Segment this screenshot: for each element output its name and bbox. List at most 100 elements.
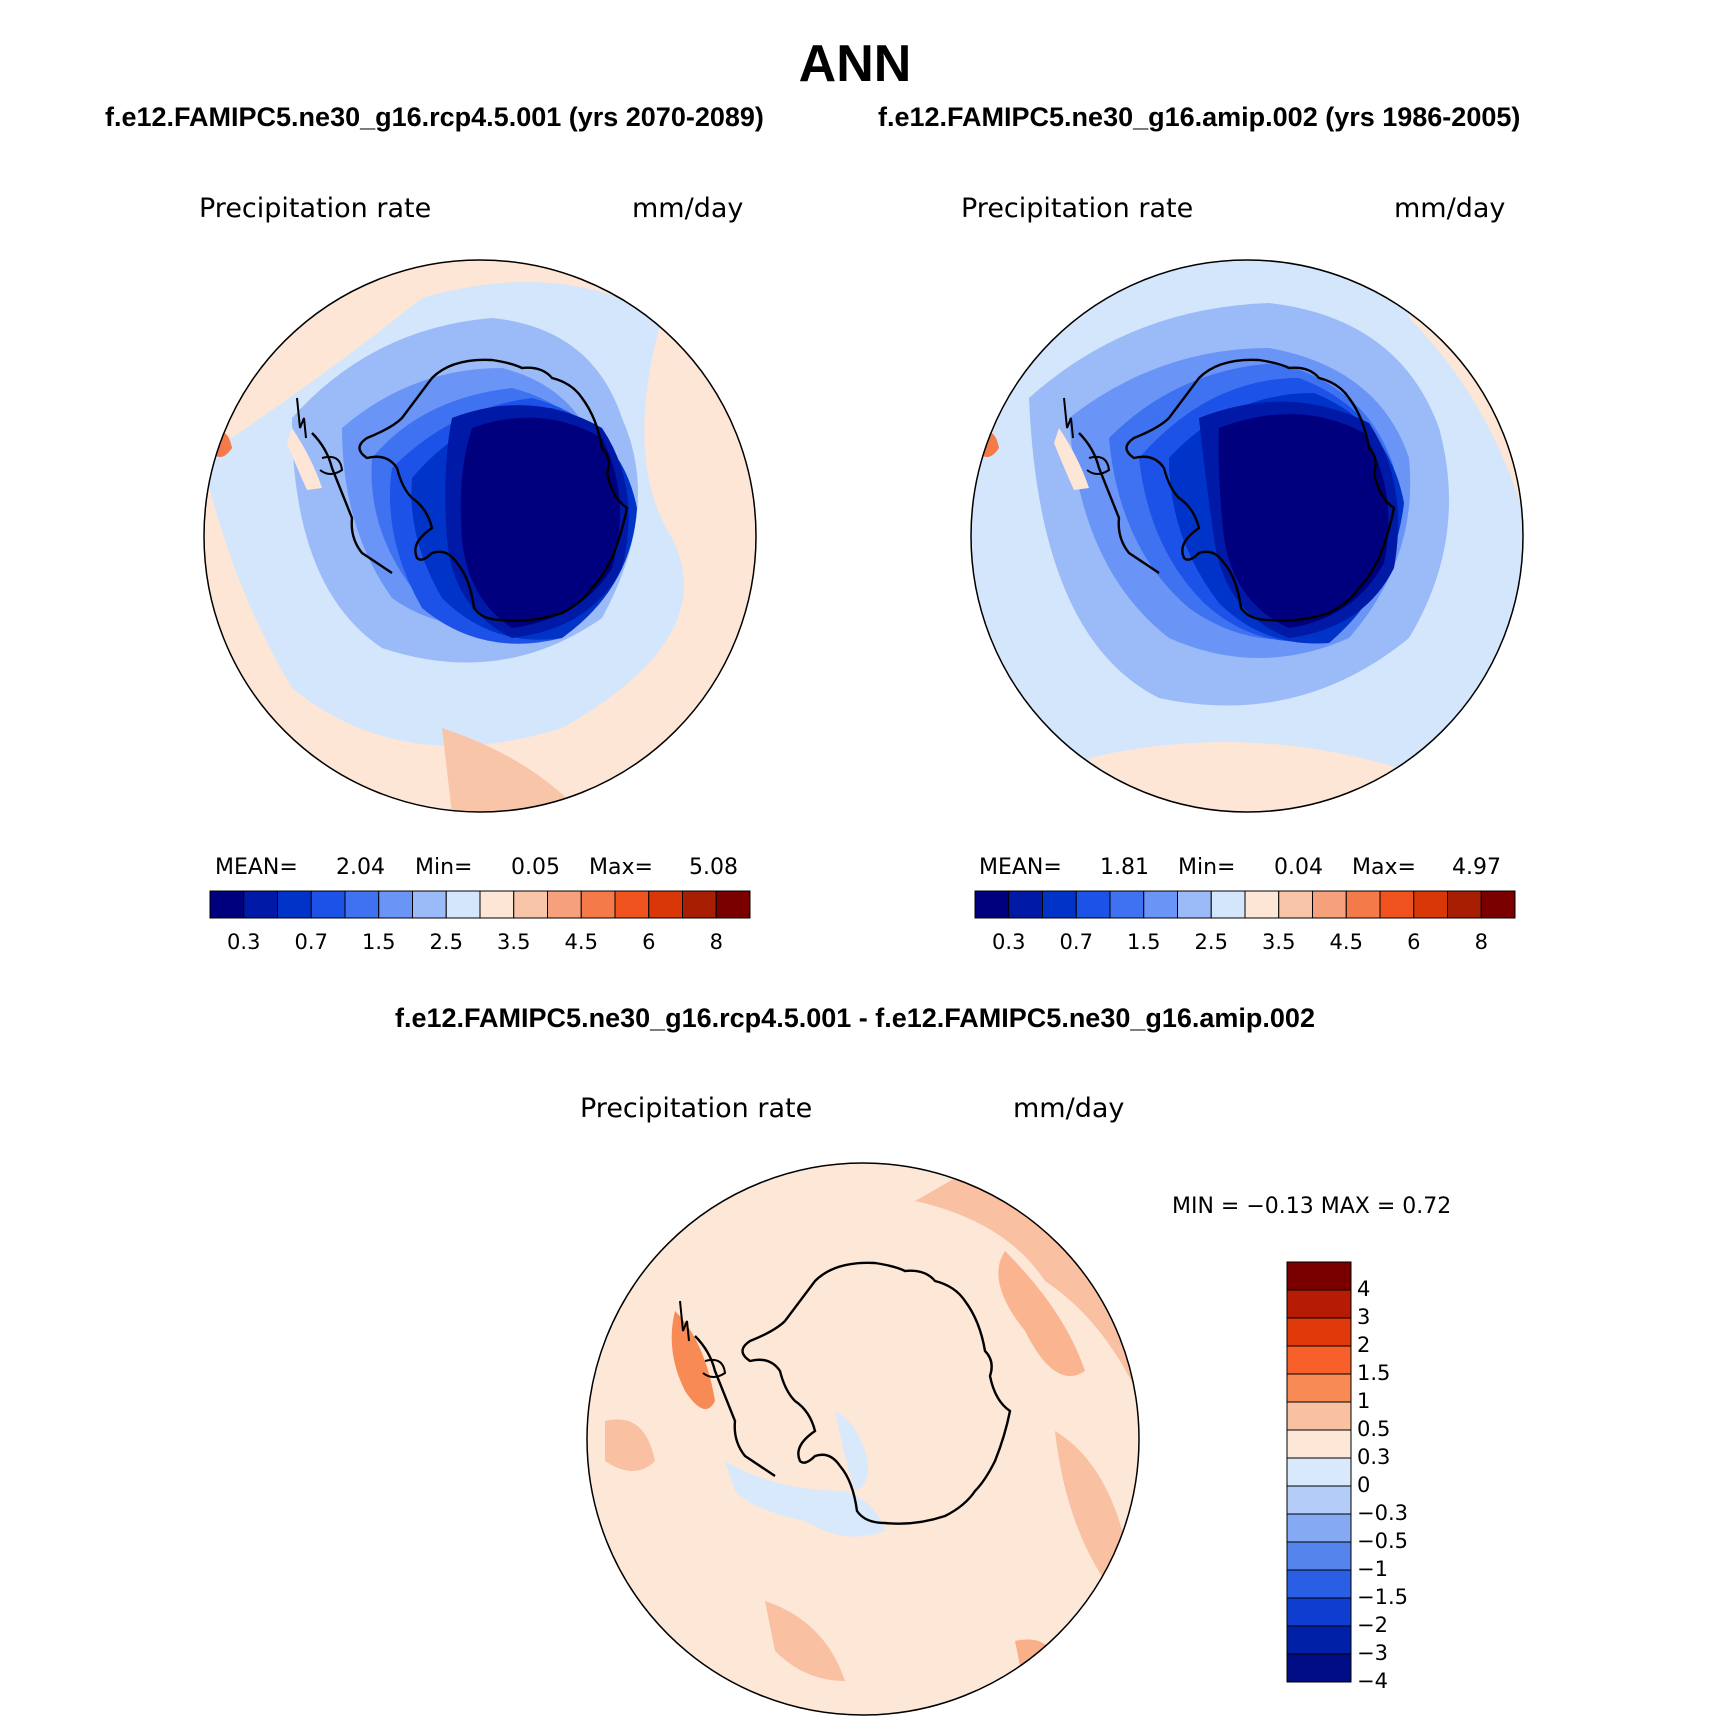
colorbar-tick-label: 4.5 bbox=[1329, 930, 1363, 954]
colorbar-tick-label: 2 bbox=[1357, 1333, 1371, 1357]
left-min-value: 0.05 bbox=[511, 855, 560, 880]
left-mean-label: MEAN= bbox=[215, 855, 298, 880]
colorbar-tick-label: 2.5 bbox=[429, 930, 463, 954]
colorbar-swatch bbox=[1143, 890, 1178, 919]
colorbar-tick-label: 8 bbox=[709, 930, 723, 954]
left-min-label: Min= bbox=[415, 855, 473, 880]
left-colorbar bbox=[209, 890, 751, 919]
diff-units-label: mm/day bbox=[1013, 1093, 1125, 1124]
left-case-title: f.e12.FAMIPC5.ne30_g16.rcp4.5.001 (yrs 2… bbox=[105, 102, 764, 132]
colorbar-swatch bbox=[1286, 1625, 1352, 1655]
colorbar-tick-label: 2.5 bbox=[1194, 930, 1228, 954]
colorbar-tick-label: 1.5 bbox=[1357, 1361, 1391, 1385]
left-max-value: 5.08 bbox=[689, 855, 738, 880]
difference-colorbar bbox=[1286, 1261, 1352, 1683]
colorbar-swatch bbox=[1286, 1401, 1352, 1431]
colorbar-swatch bbox=[1286, 1345, 1352, 1375]
colorbar-swatch bbox=[1286, 1261, 1352, 1291]
colorbar-swatch bbox=[479, 890, 515, 919]
colorbar-swatch bbox=[1286, 1541, 1352, 1571]
right-max-value: 4.97 bbox=[1452, 855, 1501, 880]
colorbar-tick-label: 0.5 bbox=[1357, 1417, 1391, 1441]
right-max-label: Max= bbox=[1352, 855, 1416, 880]
colorbar-swatch bbox=[209, 890, 245, 919]
colorbar-swatch bbox=[1008, 890, 1043, 919]
colorbar-swatch bbox=[445, 890, 481, 919]
colorbar-swatch bbox=[1286, 1457, 1352, 1487]
colorbar-tick-label: −0.3 bbox=[1357, 1501, 1408, 1525]
right-polar-map bbox=[970, 259, 1524, 813]
colorbar-swatch bbox=[1177, 890, 1212, 919]
colorbar-tick-label: 3 bbox=[1357, 1305, 1371, 1329]
colorbar-swatch bbox=[1075, 890, 1111, 919]
left-variable-label: Precipitation rate bbox=[199, 193, 432, 224]
colorbar-tick-label: −4 bbox=[1357, 1669, 1388, 1693]
colorbar-swatch bbox=[580, 890, 616, 919]
difference-title: f.e12.FAMIPC5.ne30_g16.rcp4.5.001 - f.e1… bbox=[395, 1003, 1315, 1033]
colorbar-swatch bbox=[1413, 890, 1448, 919]
colorbar-tick-label: 0.3 bbox=[1357, 1445, 1391, 1469]
colorbar-swatch bbox=[1278, 890, 1313, 919]
colorbar-swatch bbox=[1286, 1485, 1352, 1515]
colorbar-tick-label: −1 bbox=[1357, 1557, 1388, 1581]
colorbar-swatch bbox=[1286, 1289, 1352, 1319]
colorbar-tick-label: 4 bbox=[1357, 1277, 1371, 1301]
colorbar-swatch bbox=[1286, 1429, 1352, 1459]
right-min-value: 0.04 bbox=[1274, 855, 1323, 880]
colorbar-swatch bbox=[310, 890, 346, 919]
colorbar-swatch bbox=[1345, 890, 1381, 919]
colorbar-tick-label: 0.7 bbox=[1059, 930, 1093, 954]
colorbar-swatch bbox=[1286, 1513, 1352, 1543]
colorbar-swatch bbox=[648, 890, 683, 919]
colorbar-tick-label: 6 bbox=[1407, 930, 1421, 954]
right-mean-label: MEAN= bbox=[979, 855, 1062, 880]
colorbar-tick-label: 1 bbox=[1357, 1389, 1371, 1413]
colorbar-swatch bbox=[547, 890, 582, 919]
colorbar-swatch bbox=[715, 890, 751, 919]
left-units-label: mm/day bbox=[632, 193, 744, 224]
right-colorbar bbox=[974, 890, 1516, 919]
colorbar-swatch bbox=[1480, 890, 1516, 919]
colorbar-swatch bbox=[1244, 890, 1280, 919]
colorbar-tick-label: 8 bbox=[1474, 930, 1488, 954]
colorbar-tick-label: −1.5 bbox=[1357, 1585, 1408, 1609]
colorbar-tick-label: −0.5 bbox=[1357, 1529, 1408, 1553]
colorbar-tick-label: 0 bbox=[1357, 1473, 1371, 1497]
colorbar-swatch bbox=[1042, 890, 1077, 919]
colorbar-tick-label: 0.3 bbox=[992, 930, 1026, 954]
difference-polar-map bbox=[586, 1162, 1140, 1716]
right-variable-label: Precipitation rate bbox=[961, 193, 1194, 224]
colorbar-swatch bbox=[1286, 1373, 1352, 1403]
colorbar-swatch bbox=[378, 890, 413, 919]
diff-variable-label: Precipitation rate bbox=[580, 1093, 813, 1124]
colorbar-swatch bbox=[974, 890, 1010, 919]
colorbar-swatch bbox=[412, 890, 447, 919]
colorbar-tick-label: −2 bbox=[1357, 1613, 1388, 1637]
diff-minmax-text: MIN = −0.13 MAX = 0.72 bbox=[1172, 1194, 1452, 1219]
left-max-label: Max= bbox=[589, 855, 653, 880]
colorbar-swatch bbox=[1286, 1317, 1352, 1347]
right-min-label: Min= bbox=[1178, 855, 1236, 880]
colorbar-swatch bbox=[513, 890, 548, 919]
colorbar-swatch bbox=[1312, 890, 1347, 919]
colorbar-swatch bbox=[682, 890, 717, 919]
colorbar-swatch bbox=[243, 890, 278, 919]
colorbar-tick-label: 1.5 bbox=[1127, 930, 1161, 954]
colorbar-tick-label: 1.5 bbox=[362, 930, 396, 954]
colorbar-swatch bbox=[344, 890, 380, 919]
colorbar-tick-label: 3.5 bbox=[1262, 930, 1296, 954]
right-mean-value: 1.81 bbox=[1100, 855, 1149, 880]
colorbar-swatch bbox=[1109, 890, 1145, 919]
figure-title: ANN bbox=[798, 35, 912, 93]
colorbar-swatch bbox=[614, 890, 650, 919]
colorbar-tick-label: 6 bbox=[642, 930, 656, 954]
left-mean-value: 2.04 bbox=[336, 855, 385, 880]
colorbar-swatch bbox=[1286, 1653, 1352, 1683]
colorbar-tick-label: 0.7 bbox=[294, 930, 328, 954]
right-units-label: mm/day bbox=[1394, 193, 1506, 224]
colorbar-tick-label: −3 bbox=[1357, 1641, 1388, 1665]
colorbar-tick-label: 0.3 bbox=[227, 930, 261, 954]
left-polar-map bbox=[203, 259, 757, 813]
colorbar-swatch bbox=[1379, 890, 1415, 919]
colorbar-swatch bbox=[1286, 1597, 1352, 1627]
